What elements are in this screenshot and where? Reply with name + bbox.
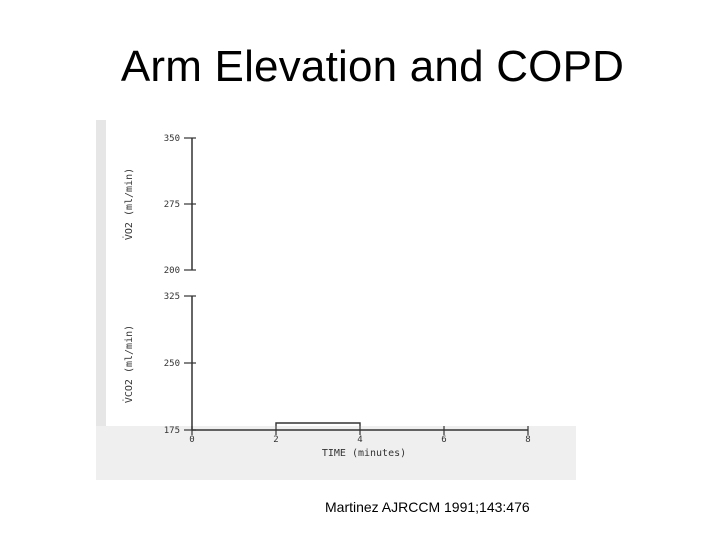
- vco2-y-ticks: 325 250 175: [164, 292, 196, 436]
- vco2-y-axis-label: V̇CO2 (ml/min): [122, 325, 135, 403]
- x-tick-label: 8: [525, 435, 530, 445]
- figure-scan-shade: [96, 426, 576, 480]
- vo2-y-tick-label: 275: [164, 200, 180, 210]
- vo2-y-tick-label: 350: [164, 134, 180, 144]
- vco2-panel: 325 250 175 0 2 4 6 8 V̇CO2 (ml/min) TIME (min…: [122, 292, 531, 459]
- x-tick-label: 2: [273, 435, 278, 445]
- x-axis-ticks: 0 2 4 6 8: [189, 426, 531, 445]
- arm-elevation-chart: 350 275 200 V̇O2 (ml/min) 325 250 175 0 2 4 6 8 …: [122, 134, 531, 459]
- annotation-layer: [275, 422, 361, 426]
- vco2-y-tick-label: 175: [164, 426, 180, 436]
- citation: Martinez AJRCCM 1991;143:476: [325, 499, 530, 515]
- x-tick-label: 0: [189, 435, 194, 445]
- x-tick-label: 4: [357, 435, 362, 445]
- x-axis-label: TIME (minutes): [322, 448, 406, 459]
- vo2-y-tick-label: 200: [164, 266, 180, 276]
- x-tick-label: 6: [441, 435, 446, 445]
- vco2-y-tick-label: 325: [164, 292, 180, 302]
- vco2-y-tick-label: 250: [164, 359, 180, 369]
- vo2-y-ticks: 350 275 200: [164, 134, 196, 276]
- figure-scan-edge: [96, 120, 106, 480]
- vo2-y-axis-label: V̇O2 (ml/min): [122, 168, 135, 240]
- arm-elevation-bracket: [275, 422, 361, 426]
- figure-panel: [96, 120, 576, 480]
- vo2-panel: 350 275 200 V̇O2 (ml/min): [122, 134, 196, 276]
- slide-title: Arm Elevation and COPD: [120, 42, 625, 91]
